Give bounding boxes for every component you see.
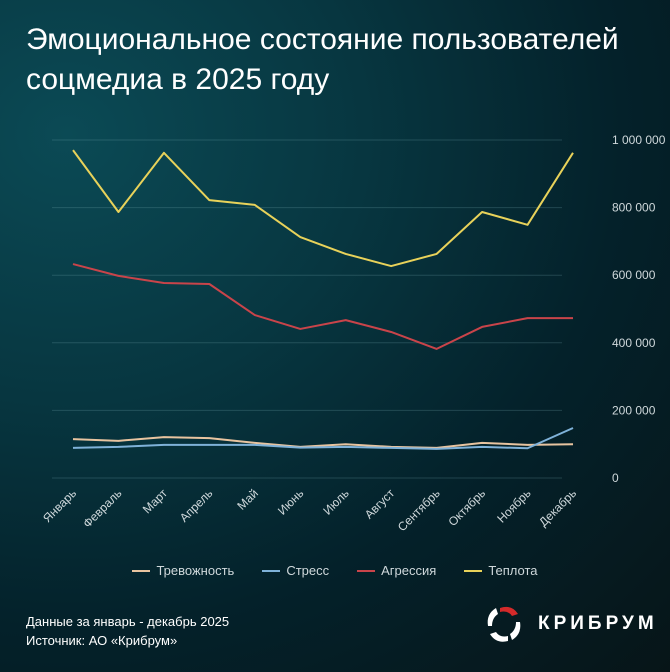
legend-item: Агрессия — [357, 563, 436, 578]
legend-item: Тревожность — [132, 563, 234, 578]
y-tick-label: 600 000 — [612, 268, 656, 282]
kribrum-logo-icon — [487, 606, 521, 642]
legend-swatch — [464, 569, 483, 572]
y-tick-label: 1 000 000 — [612, 133, 666, 147]
kribrum-logo: КРИБРУМ — [484, 604, 658, 644]
x-tick-label: Январь — [40, 486, 79, 525]
x-tick-label: Июль — [320, 486, 352, 518]
x-tick-label: Июнь — [275, 486, 306, 517]
logo-text: КРИБРУМ — [538, 613, 658, 634]
y-tick-label: 200 000 — [612, 403, 656, 417]
x-tick-label: Февраль — [80, 486, 124, 530]
x-tick-label: Август — [362, 486, 398, 522]
x-tick-label: Октябрь — [445, 486, 488, 529]
data-source: Источник: АО «Крибрум» — [26, 633, 178, 648]
chart-title: Эмоциональное состояние пользователей со… — [26, 23, 619, 96]
series-line-Теплота — [72, 149, 574, 268]
x-tick-label: Май — [234, 486, 261, 513]
legend-swatch — [357, 569, 376, 572]
legend-item: Теплота — [464, 563, 538, 578]
series-line-Тревожность — [72, 436, 574, 449]
y-tick-label: 400 000 — [612, 336, 656, 350]
legend-item: Стресс — [262, 563, 329, 578]
line-chart: 0 200 000 400 000 600 000 800 000 1 000 000 Ян… — [40, 133, 666, 534]
y-tick-label: 0 — [612, 471, 619, 485]
x-tick-label: Ноябрь — [494, 486, 533, 525]
legend-label: Теплота — [488, 563, 538, 578]
footer: Данные за январь - декабрь 2025 Источник… — [26, 612, 229, 650]
legend-label: Стресс — [286, 563, 330, 578]
y-tick-label: 800 000 — [612, 201, 656, 215]
legend-swatch — [132, 569, 151, 572]
x-tick-label: Март — [140, 486, 171, 517]
x-tick-label: Апрель — [177, 486, 216, 525]
chart-legend: Тревожность Стресс Агрессия Теплота — [0, 563, 670, 578]
series-line-Агрессия — [72, 263, 573, 350]
legend-label: Тревожность — [156, 563, 235, 578]
data-period: Данные за январь - декабрь 2025 — [26, 614, 230, 629]
x-tick-label: Декабрь — [536, 486, 579, 529]
legend-label: Агрессия — [381, 563, 437, 578]
x-tick-label: Сентябрь — [395, 486, 443, 534]
series-line-Стресс — [72, 427, 574, 450]
legend-swatch — [262, 569, 281, 572]
